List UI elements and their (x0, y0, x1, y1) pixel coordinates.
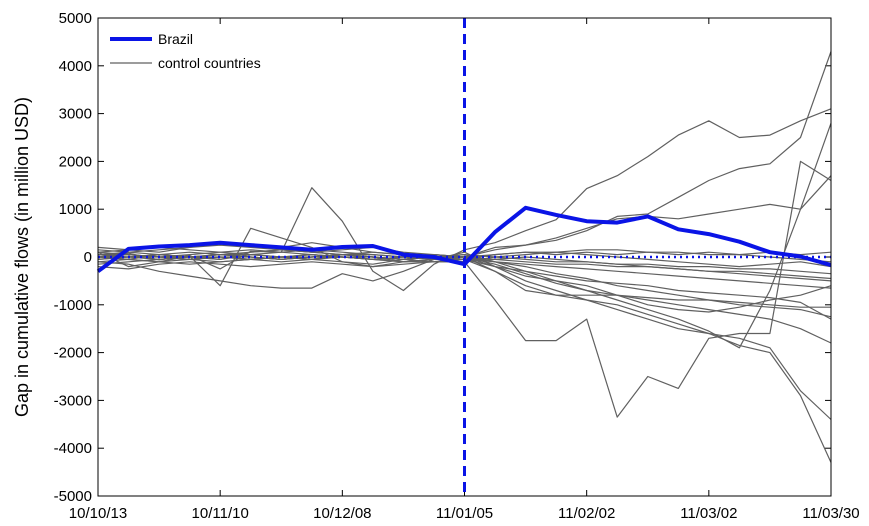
brazil-line (96, 205, 832, 273)
y-tick-label: -4000 (54, 440, 92, 457)
reference-lines (96, 18, 832, 496)
legend-label-brazil: Brazil (158, 31, 193, 47)
x-tick-label: 10/11/10 (192, 505, 249, 522)
tick-labels: -5000 -4000 -3000 -2000 -1000 0 1000 2000 3000 40… (54, 10, 860, 522)
x-tick-label: 11/03/30 (802, 505, 859, 522)
legend: Brazil control countries (104, 24, 300, 74)
y-tick-label: 0 (84, 249, 92, 266)
y-tick-label: 4000 (59, 58, 92, 75)
x-tick-label: 10/10/13 (69, 505, 127, 522)
legend-label-control: control countries (158, 55, 261, 71)
y-axis-title: Gap in cumulative flows (in million USD) (12, 97, 32, 417)
x-tick-label: 11/02/02 (558, 505, 615, 522)
y-tick-label: 3000 (59, 106, 92, 123)
y-tick-label: 5000 (59, 10, 92, 27)
y-tick-label: 1000 (59, 201, 92, 218)
control-country-line (98, 254, 832, 275)
y-tick-label: -5000 (54, 488, 92, 505)
y-tick-label: -1000 (54, 297, 92, 314)
plot-frame (97, 17, 832, 497)
legend-box (104, 24, 300, 74)
y-tick-label: -3000 (54, 392, 92, 409)
y-tick-label: 2000 (59, 153, 92, 170)
x-tick-label: 10/12/08 (313, 505, 371, 522)
x-tick-label: 11/03/02 (680, 505, 737, 522)
y-tick-label: -2000 (54, 345, 92, 362)
x-tick-label: 11/01/05 (436, 505, 493, 522)
